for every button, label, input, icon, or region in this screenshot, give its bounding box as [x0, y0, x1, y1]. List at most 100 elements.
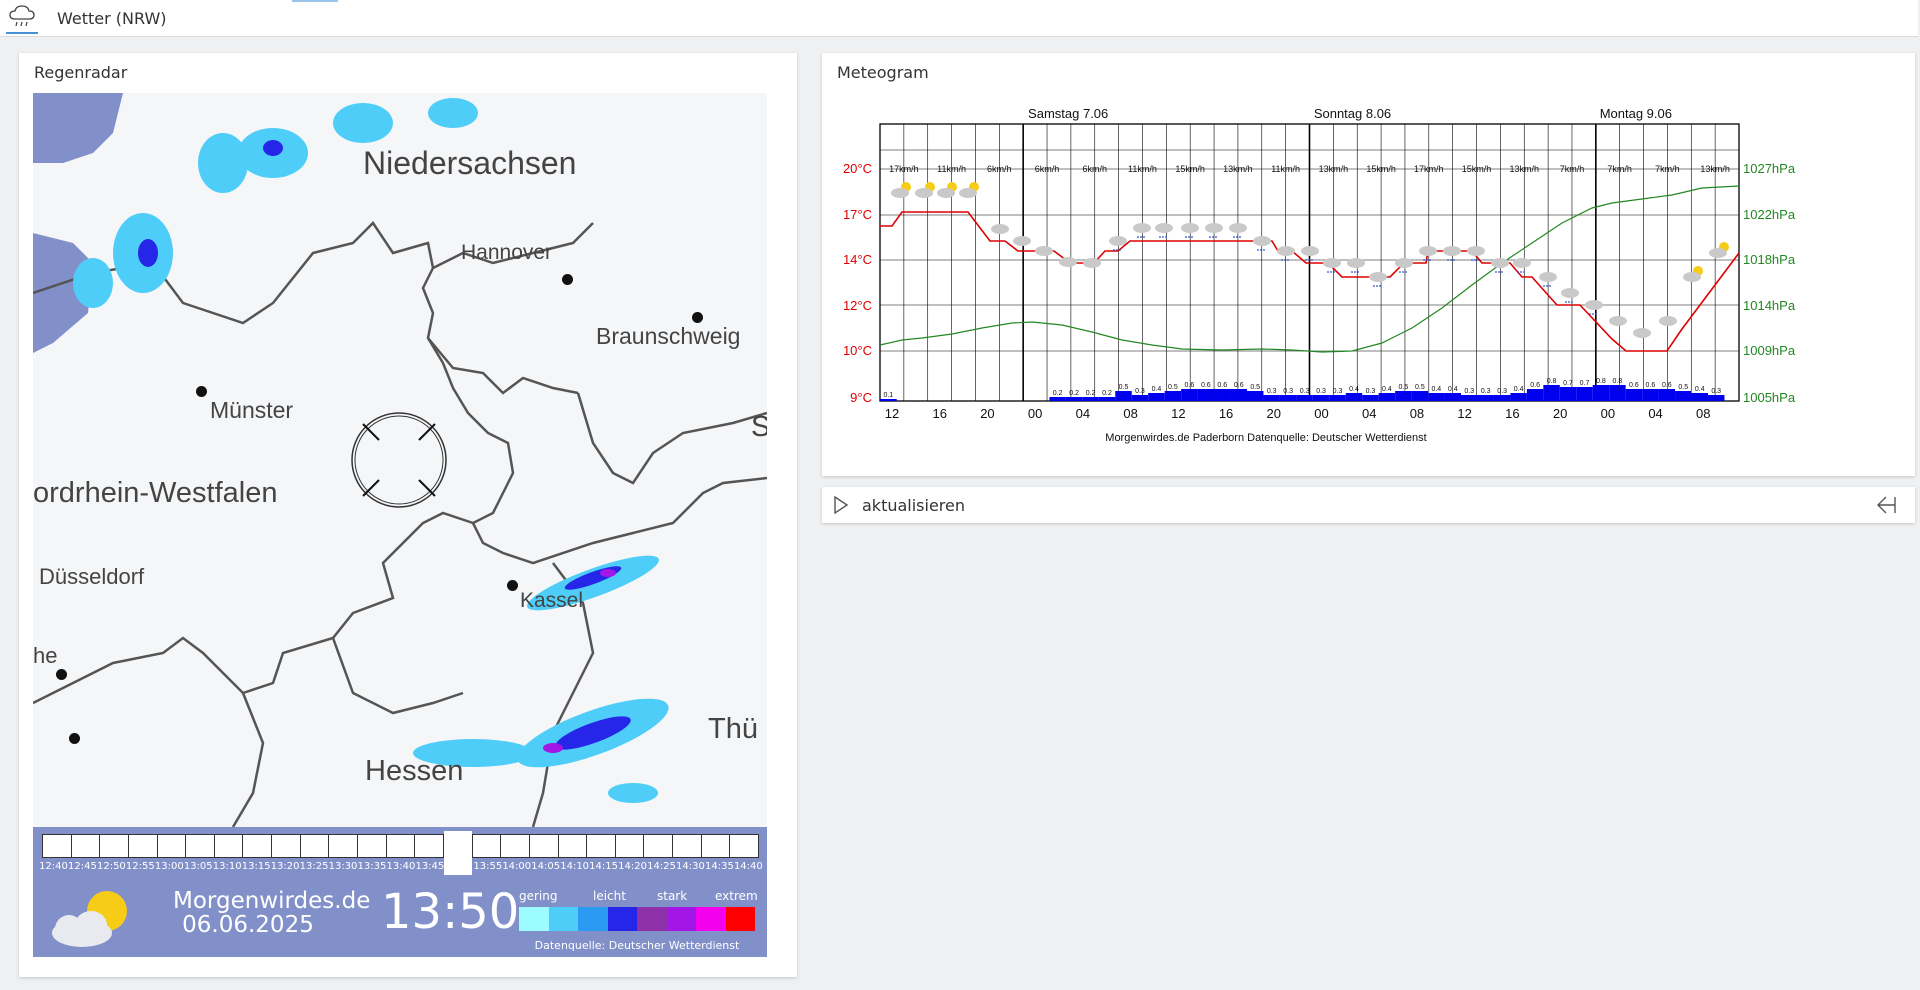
- rain-cloud-icon: [1229, 223, 1247, 233]
- back-arrow-icon[interactable]: [1875, 493, 1901, 517]
- timeline-step[interactable]: [471, 834, 502, 858]
- precip-value: 0.4: [1695, 386, 1705, 393]
- timeline-label: 12:45: [68, 861, 97, 872]
- rain-drop: [1140, 236, 1142, 238]
- wind-label: 13km/h: [1509, 164, 1539, 174]
- cloud-rain-icon: [9, 5, 35, 27]
- precip-bar: [1576, 387, 1593, 401]
- timeline-step[interactable]: [557, 834, 588, 858]
- timeline-label: 14:20: [618, 861, 647, 872]
- rain-drop: [1543, 285, 1545, 287]
- timeline-step[interactable]: [99, 834, 129, 858]
- precip-value: 0.3: [1300, 388, 1310, 395]
- timeline-step[interactable]: [414, 834, 444, 858]
- rain-drop: [1423, 259, 1425, 261]
- pressure-line: [879, 185, 1740, 353]
- rain-drop: [1405, 271, 1407, 273]
- precip-value: 0.4: [1448, 386, 1458, 393]
- rain-drop: [1308, 259, 1310, 261]
- rain-cloud-icon: [1443, 246, 1461, 256]
- rain-cloud-icon: [1109, 236, 1127, 246]
- brand-name: Morgenwirdes.de: [173, 888, 371, 914]
- timeline-step[interactable]: [729, 834, 760, 858]
- label-kassel: Kassel: [520, 589, 584, 612]
- cloud-icon: [991, 224, 1009, 234]
- radar-map[interactable]: Niedersachsen Hannover Braunschweig Müns…: [33, 93, 767, 827]
- timeline-step[interactable]: [328, 834, 359, 858]
- timeline-step[interactable]: [242, 834, 273, 858]
- precip-bar: [1625, 389, 1643, 401]
- timeline-step[interactable]: [614, 834, 645, 858]
- rain-cloud-icon: [1205, 223, 1223, 233]
- temp-axis-label: 10°C: [843, 343, 872, 358]
- rain-drop: [1474, 259, 1476, 261]
- label-niedersachsen: Niedersachsen: [363, 145, 577, 181]
- rain-drop: [1426, 259, 1428, 261]
- refresh-bar[interactable]: aktualisieren: [822, 487, 1915, 523]
- tab-weather[interactable]: [6, 4, 38, 34]
- hour-label: 20: [980, 406, 994, 421]
- rain-drop: [1143, 236, 1145, 238]
- timeline-step[interactable]: [357, 834, 387, 858]
- timeline-step[interactable]: [700, 834, 731, 858]
- legend-swatch: [548, 907, 578, 931]
- timeline-label: 13:20: [270, 861, 300, 872]
- timeline-step[interactable]: [127, 834, 158, 858]
- hour-label: 04: [1648, 406, 1662, 421]
- timeline-slider[interactable]: [42, 834, 760, 858]
- legend-word-extrem: extrem: [715, 889, 758, 903]
- timeline-step[interactable]: [70, 834, 101, 858]
- timeline-label: 12:55: [125, 861, 155, 872]
- wind-label: 15km/h: [1366, 164, 1396, 174]
- intensity-legend: [519, 907, 755, 931]
- wind-label: 6km/h: [1035, 164, 1060, 174]
- rain-drop: [1523, 271, 1525, 273]
- wind-label: 6km/h: [1082, 164, 1107, 174]
- timeline-step[interactable]: [528, 834, 559, 858]
- precip-bar: [1312, 395, 1330, 401]
- label-edge-west: he: [33, 643, 58, 668]
- precip-value: 0.6: [1645, 382, 1655, 389]
- timeline-step[interactable]: [500, 834, 530, 858]
- rain-cloud-icon: [1419, 246, 1437, 256]
- label-muenster: Münster: [210, 397, 294, 423]
- temp-axis-label: 14°C: [843, 252, 872, 267]
- radar-brand: Morgenwirdes.de 06.06.2025: [173, 888, 371, 937]
- timeline-step[interactable]: [672, 834, 702, 858]
- timeline-step[interactable]: [271, 834, 301, 858]
- precip-bar: [1296, 395, 1313, 401]
- precip-bar: [1461, 395, 1478, 401]
- precip-value: 0.3: [1316, 388, 1326, 395]
- timeline-step[interactable]: [643, 834, 674, 858]
- timeline-label: 14:35: [704, 861, 734, 872]
- timeline-step[interactable]: [42, 834, 72, 858]
- precip-value: 0.8: [1596, 378, 1606, 385]
- wind-label: 13km/h: [1700, 164, 1730, 174]
- timeline-step[interactable]: [586, 834, 616, 858]
- timeline-step[interactable]: [185, 834, 215, 858]
- timeline-step[interactable]: [299, 834, 330, 858]
- city-dot-southwest: [69, 733, 80, 744]
- rain-drop: [1571, 301, 1573, 303]
- pressure-axis-label: 1018hPa: [1743, 252, 1796, 267]
- hour-label: 08: [1696, 406, 1710, 421]
- pressure-axis-label: 1014hPa: [1743, 298, 1796, 313]
- rain-drop: [1333, 271, 1335, 273]
- timeline-step[interactable]: [385, 834, 416, 858]
- timeline-step[interactable]: [156, 834, 187, 858]
- legend-swatch: [607, 907, 637, 931]
- timeline-current-marker[interactable]: [444, 831, 472, 875]
- rain-drop: [1137, 236, 1139, 238]
- precip-value: 0.3: [1497, 388, 1507, 395]
- precip-value: 0.3: [1366, 388, 1376, 395]
- rain-cloud-icon: [1395, 258, 1413, 268]
- precip-bar: [1477, 395, 1494, 401]
- precip-value: 0.4: [1431, 386, 1441, 393]
- hour-label: 16: [932, 406, 946, 421]
- radar-source: Datenquelle: Deutscher Wetterdienst: [534, 939, 740, 952]
- cloud-icon: [915, 188, 933, 198]
- timeline-step[interactable]: [213, 834, 244, 858]
- rain-drop: [1185, 236, 1187, 238]
- pressure-axis-label: 1022hPa: [1743, 207, 1796, 222]
- day-label: Sonntag 8.06: [1314, 106, 1391, 121]
